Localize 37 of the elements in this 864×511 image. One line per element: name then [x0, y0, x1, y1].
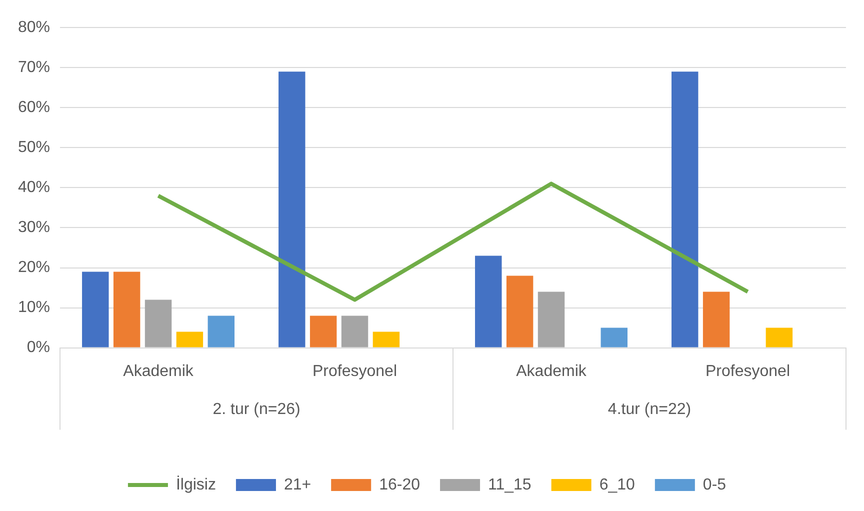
y-tick-label: 20%: [18, 259, 50, 276]
legend-label: 0-5: [702, 476, 726, 494]
y-tick-label: 70%: [18, 59, 50, 76]
legend-label: 21+: [284, 476, 312, 494]
y-tick-label: 10%: [18, 299, 50, 316]
bar: [278, 72, 306, 348]
x-tick-label: Profesyonel: [706, 362, 790, 380]
x-tick-label: Profesyonel: [312, 362, 398, 380]
x-tick-label: Akademik: [123, 362, 194, 380]
bar: [82, 272, 109, 348]
bar: [766, 328, 793, 348]
bar: [208, 316, 235, 348]
bar: [176, 332, 204, 348]
y-tick-label: 60%: [18, 99, 50, 116]
bar: [702, 292, 730, 348]
y-tick-label: 80%: [18, 19, 50, 36]
bar: [113, 272, 140, 348]
bar: [341, 316, 368, 348]
text: 4.tur (n=22): [608, 401, 692, 418]
legend-label: 16-20: [379, 476, 420, 494]
y-tick-label: 40%: [18, 179, 50, 196]
y-tick-label: 50%: [18, 139, 50, 156]
bar: [672, 72, 698, 348]
bar: [506, 276, 534, 348]
bar: [475, 256, 502, 348]
text: 2. tur (n=26): [212, 401, 300, 418]
y-tick-label: 30%: [18, 219, 50, 236]
bar: [600, 328, 628, 348]
legend-label: 11_15: [488, 476, 532, 494]
legend-label: İlgisiz: [176, 475, 216, 494]
bar: [538, 292, 565, 348]
y-tick-label: 0%: [26, 339, 50, 356]
legend-label: 6_10: [599, 476, 636, 494]
bar: [144, 300, 172, 348]
bar: [372, 332, 400, 348]
bar: [310, 316, 337, 348]
x-tick-label: Akademik: [516, 362, 588, 380]
